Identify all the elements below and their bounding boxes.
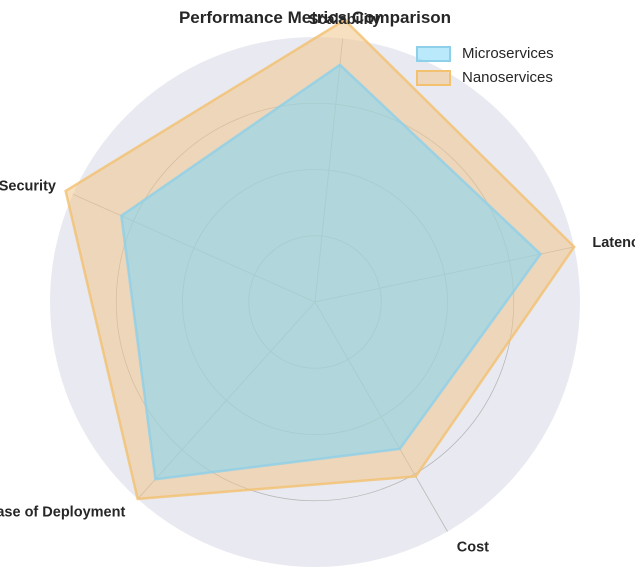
legend-label-nanoservices: Nanoservices [462, 69, 553, 86]
series-microservices-area [119, 63, 543, 481]
series-layer [64, 18, 576, 501]
axis-label-scalability: Scalability [309, 12, 381, 28]
axis-labels: Latency Scalability Security Ease of Deploy… [0, 12, 635, 556]
legend-label-microservices: Microservices [462, 45, 554, 62]
axis-label-ease-of-deployment: Ease of Deployment [0, 505, 125, 521]
axis-label-security: Security [0, 178, 56, 194]
chart-title: Performance Metrics Comparison [179, 8, 451, 27]
legend-swatch-nanoservices [416, 70, 451, 86]
legend: Microservices Nanoservices [416, 45, 554, 86]
legend-swatch-microservices [416, 46, 451, 62]
axis-label-latency: Latency [592, 235, 635, 251]
axis-label-cost: Cost [457, 539, 489, 555]
